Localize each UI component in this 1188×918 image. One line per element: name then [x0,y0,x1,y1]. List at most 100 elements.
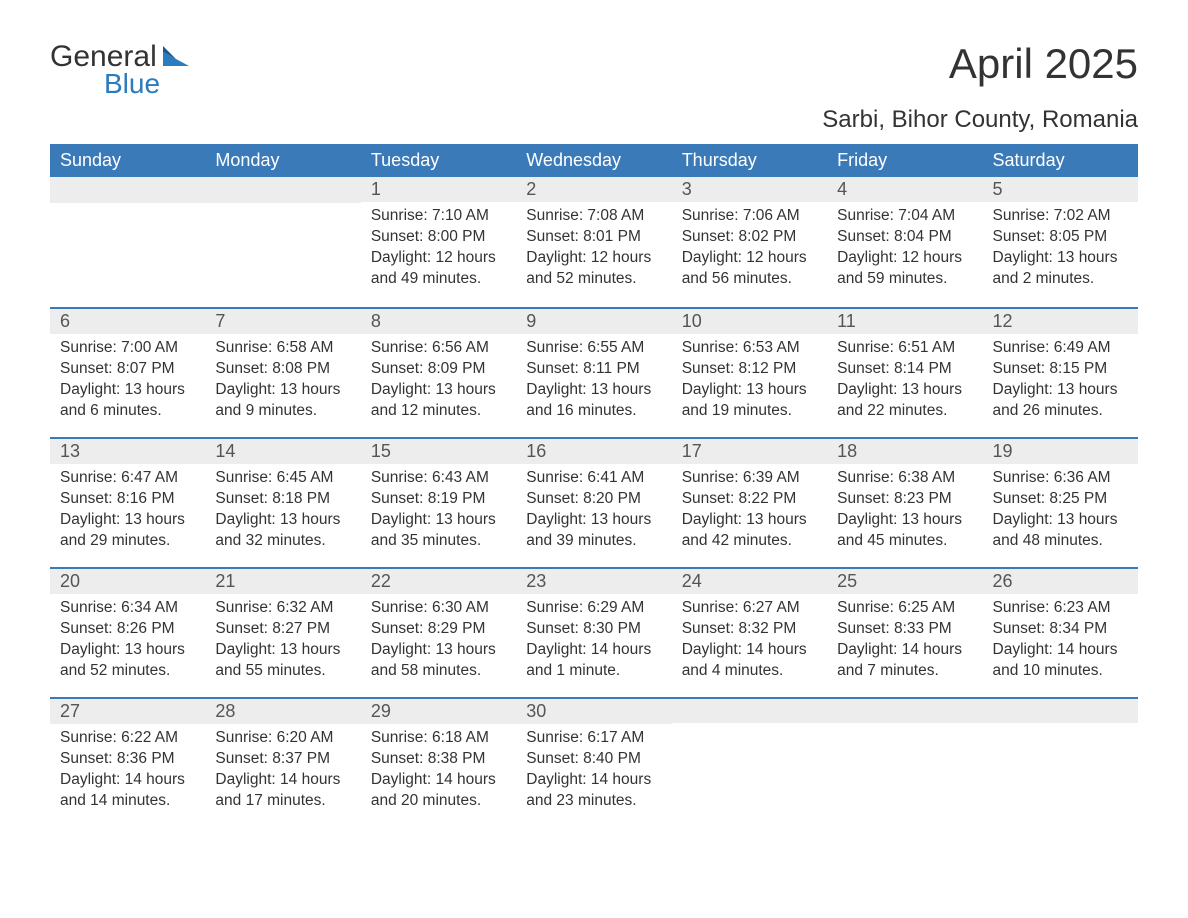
day-number: 2 [516,177,671,202]
day-number [205,177,360,203]
day-number: 13 [50,437,205,464]
daylight-text: Daylight: 14 hours and 17 minutes. [215,770,350,812]
daylight-text: Daylight: 14 hours and 23 minutes. [526,770,661,812]
logo: General Blue [50,40,189,100]
weekday-header-row: SundayMondayTuesdayWednesdayThursdayFrid… [50,144,1138,177]
daylight-text: Daylight: 13 hours and 26 minutes. [993,380,1128,422]
day-body: Sunrise: 6:32 AMSunset: 8:27 PMDaylight:… [205,594,360,692]
sunset-text: Sunset: 8:37 PM [215,749,350,770]
sunset-text: Sunset: 8:05 PM [993,227,1128,248]
sunset-text: Sunset: 8:07 PM [60,359,195,380]
sunset-text: Sunset: 8:26 PM [60,619,195,640]
calendar-day-cell: 28Sunrise: 6:20 AMSunset: 8:37 PMDayligh… [205,697,360,827]
sunrise-text: Sunrise: 7:00 AM [60,338,195,359]
calendar-week-row: 13Sunrise: 6:47 AMSunset: 8:16 PMDayligh… [50,437,1138,567]
calendar-day-cell: 22Sunrise: 6:30 AMSunset: 8:29 PMDayligh… [361,567,516,697]
calendar-day-cell: 4Sunrise: 7:04 AMSunset: 8:04 PMDaylight… [827,177,982,307]
daylight-text: Daylight: 13 hours and 42 minutes. [682,510,817,552]
daylight-text: Daylight: 12 hours and 56 minutes. [682,248,817,290]
sunset-text: Sunset: 8:33 PM [837,619,972,640]
sunset-text: Sunset: 8:30 PM [526,619,661,640]
sunset-text: Sunset: 8:40 PM [526,749,661,770]
sunset-text: Sunset: 8:15 PM [993,359,1128,380]
day-number: 21 [205,567,360,594]
day-number: 25 [827,567,982,594]
calendar-day-cell: 9Sunrise: 6:55 AMSunset: 8:11 PMDaylight… [516,307,671,437]
sunset-text: Sunset: 8:36 PM [60,749,195,770]
calendar-day-cell: 2Sunrise: 7:08 AMSunset: 8:01 PMDaylight… [516,177,671,307]
daylight-text: Daylight: 14 hours and 1 minute. [526,640,661,682]
day-body: Sunrise: 6:53 AMSunset: 8:12 PMDaylight:… [672,334,827,432]
title-block: April 2025 [949,40,1138,88]
calendar-body: 1Sunrise: 7:10 AMSunset: 8:00 PMDaylight… [50,177,1138,827]
sunrise-text: Sunrise: 6:27 AM [682,598,817,619]
day-body: Sunrise: 6:47 AMSunset: 8:16 PMDaylight:… [50,464,205,562]
day-body: Sunrise: 6:34 AMSunset: 8:26 PMDaylight:… [50,594,205,692]
daylight-text: Daylight: 13 hours and 39 minutes. [526,510,661,552]
calendar-day-cell: 12Sunrise: 6:49 AMSunset: 8:15 PMDayligh… [983,307,1138,437]
sunrise-text: Sunrise: 6:45 AM [215,468,350,489]
sunrise-text: Sunrise: 6:56 AM [371,338,506,359]
sunrise-text: Sunrise: 6:17 AM [526,728,661,749]
sunrise-text: Sunrise: 6:20 AM [215,728,350,749]
sunrise-text: Sunrise: 6:41 AM [526,468,661,489]
calendar-day-cell: 5Sunrise: 7:02 AMSunset: 8:05 PMDaylight… [983,177,1138,307]
daylight-text: Daylight: 14 hours and 14 minutes. [60,770,195,812]
calendar-day-cell: 26Sunrise: 6:23 AMSunset: 8:34 PMDayligh… [983,567,1138,697]
day-number: 18 [827,437,982,464]
weekday-header: Monday [205,144,360,177]
day-number: 11 [827,307,982,334]
sunrise-text: Sunrise: 6:53 AM [682,338,817,359]
sunrise-text: Sunrise: 6:18 AM [371,728,506,749]
day-number: 7 [205,307,360,334]
daylight-text: Daylight: 14 hours and 4 minutes. [682,640,817,682]
sunrise-text: Sunrise: 7:08 AM [526,206,661,227]
daylight-text: Daylight: 14 hours and 7 minutes. [837,640,972,682]
daylight-text: Daylight: 13 hours and 16 minutes. [526,380,661,422]
calendar-day-cell: 15Sunrise: 6:43 AMSunset: 8:19 PMDayligh… [361,437,516,567]
day-body: Sunrise: 6:27 AMSunset: 8:32 PMDaylight:… [672,594,827,692]
calendar-day-cell: 29Sunrise: 6:18 AMSunset: 8:38 PMDayligh… [361,697,516,827]
day-body: Sunrise: 7:04 AMSunset: 8:04 PMDaylight:… [827,202,982,300]
calendar-day-cell: 6 Sunrise: 7:00 AMSunset: 8:07 PMDaylight… [50,307,205,437]
calendar-day-cell: 17Sunrise: 6:39 AMSunset: 8:22 PMDayligh… [672,437,827,567]
day-number: 1 [361,177,516,202]
day-body: Sunrise: 6:49 AMSunset: 8:15 PMDaylight:… [983,334,1138,432]
sunset-text: Sunset: 8:22 PM [682,489,817,510]
sunset-text: Sunset: 8:14 PM [837,359,972,380]
calendar-day-cell: 20Sunrise: 6:34 AMSunset: 8:26 PMDayligh… [50,567,205,697]
sunrise-text: Sunrise: 6:22 AM [60,728,195,749]
day-body: Sunrise: 6:29 AMSunset: 8:30 PMDaylight:… [516,594,671,692]
day-body: Sunrise: 6:23 AMSunset: 8:34 PMDaylight:… [983,594,1138,692]
calendar-day-cell: 24Sunrise: 6:27 AMSunset: 8:32 PMDayligh… [672,567,827,697]
calendar-day-cell: 16Sunrise: 6:41 AMSunset: 8:20 PMDayligh… [516,437,671,567]
day-body: Sunrise: 6:17 AMSunset: 8:40 PMDaylight:… [516,724,671,822]
day-number: 9 [516,307,671,334]
sunset-text: Sunset: 8:00 PM [371,227,506,248]
sunset-text: Sunset: 8:08 PM [215,359,350,380]
daylight-text: Daylight: 13 hours and 19 minutes. [682,380,817,422]
calendar-week-row: 6Sunrise: 7:00 AMSunset: 8:07 PMDaylight… [50,307,1138,437]
sunrise-text: Sunrise: 6:29 AM [526,598,661,619]
sunset-text: Sunset: 8:32 PM [682,619,817,640]
daylight-text: Daylight: 12 hours and 49 minutes. [371,248,506,290]
sunset-text: Sunset: 8:09 PM [371,359,506,380]
daylight-text: Daylight: 13 hours and 6 minutes. [60,380,195,422]
sunset-text: Sunset: 8:23 PM [837,489,972,510]
day-number: 6 [50,307,205,334]
calendar-week-row: 27Sunrise: 6:22 AMSunset: 8:36 PMDayligh… [50,697,1138,827]
day-number: 16 [516,437,671,464]
daylight-text: Daylight: 13 hours and 12 minutes. [371,380,506,422]
sunset-text: Sunset: 8:19 PM [371,489,506,510]
day-number: 8 [361,307,516,334]
weekday-header: Tuesday [361,144,516,177]
calendar-day-cell: 1Sunrise: 7:10 AMSunset: 8:00 PMDaylight… [361,177,516,307]
calendar-day-cell [983,697,1138,827]
calendar-day-cell: 30Sunrise: 6:17 AMSunset: 8:40 PMDayligh… [516,697,671,827]
daylight-text: Daylight: 13 hours and 48 minutes. [993,510,1128,552]
sunrise-text: Sunrise: 6:55 AM [526,338,661,359]
weekday-header: Friday [827,144,982,177]
sunset-text: Sunset: 8:12 PM [682,359,817,380]
day-number: 3 [672,177,827,202]
day-number: 22 [361,567,516,594]
